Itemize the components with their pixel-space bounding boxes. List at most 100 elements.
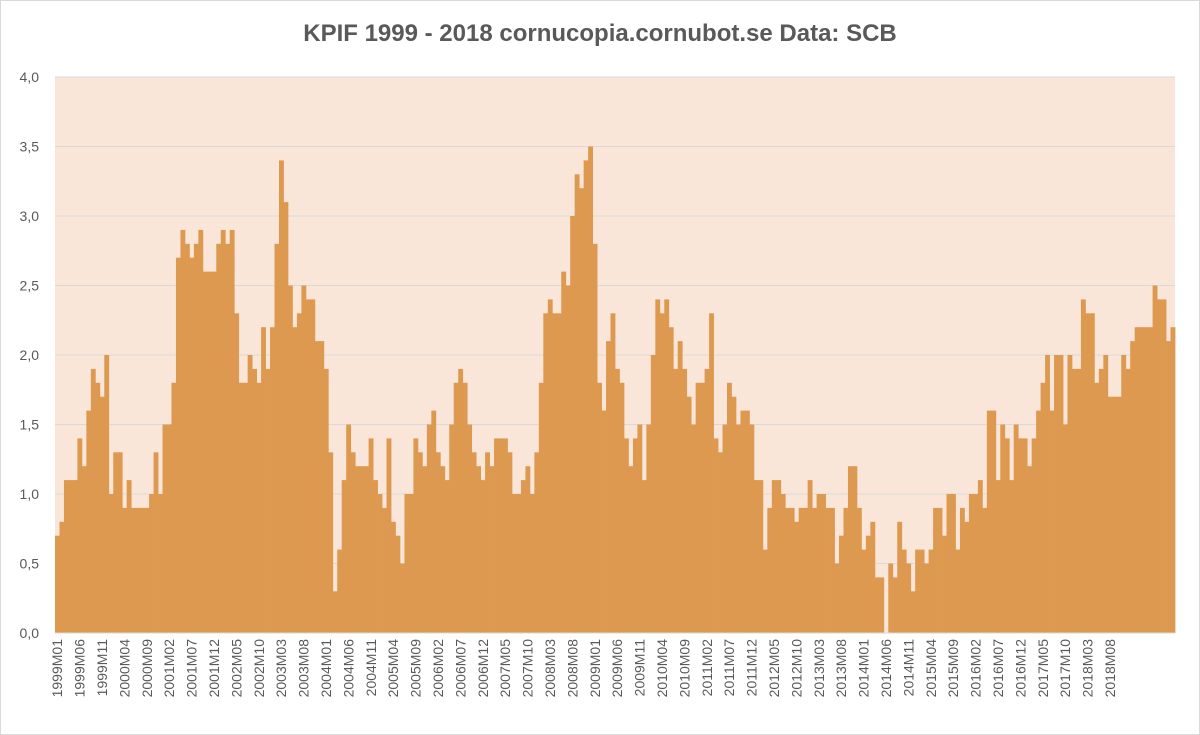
x-tick-label: 2016M02 (968, 639, 984, 698)
bar (821, 494, 826, 633)
x-tick-label: 2004M01 (318, 639, 334, 698)
x-tick-label: 2015M09 (945, 639, 961, 698)
y-tick-label: 2,0 (20, 347, 40, 363)
bar (417, 452, 423, 633)
x-tick-label: 2012M05 (766, 639, 782, 698)
bar (256, 382, 262, 633)
bar (897, 521, 903, 633)
bar (1089, 313, 1095, 633)
x-tick-label: 2005M09 (408, 639, 424, 698)
y-tick-label: 1,5 (20, 417, 40, 433)
bar (1076, 368, 1082, 633)
bar (740, 410, 746, 633)
bar (319, 341, 325, 633)
bar (516, 494, 522, 633)
x-tick-label: 2002M05 (228, 639, 244, 698)
bar (247, 355, 253, 633)
bar (610, 313, 616, 633)
bar (552, 313, 558, 633)
bar (225, 243, 231, 634)
bar (265, 368, 271, 633)
bar (104, 355, 110, 633)
bar (1107, 396, 1113, 633)
bar (673, 368, 679, 633)
bar (870, 521, 876, 633)
bar (55, 535, 60, 633)
bar (1058, 355, 1064, 633)
bar (467, 424, 473, 633)
bar (588, 146, 593, 633)
bar (1085, 313, 1091, 633)
x-tick-label: 2007M10 (520, 639, 536, 698)
bar (906, 563, 912, 633)
bar (171, 382, 177, 633)
x-tick-label: 2017M05 (1035, 639, 1051, 698)
bar (144, 507, 150, 633)
x-tick-label: 2001M12 (206, 639, 222, 698)
bar (839, 535, 844, 633)
bars (55, 146, 1176, 634)
y-axis-ticks: 0,0 0,5 1,0 1,5 2,0 2,5 3,0 3,5 4,0 (20, 69, 40, 641)
bar (762, 549, 768, 633)
bar (1161, 299, 1167, 633)
bar (816, 494, 822, 633)
bar (780, 494, 786, 633)
bar (1040, 382, 1046, 633)
bar (314, 341, 320, 633)
bar (852, 466, 858, 633)
bar (686, 396, 692, 633)
bar (812, 507, 817, 633)
bar (834, 563, 840, 633)
bar (99, 396, 105, 633)
bar (279, 160, 284, 633)
x-tick-label: 2015M04 (923, 639, 939, 698)
bar (534, 452, 540, 633)
bar (570, 216, 576, 633)
bar (964, 521, 970, 633)
bar (382, 507, 387, 633)
bar (1031, 438, 1037, 633)
y-tick-label: 1,0 (20, 486, 40, 502)
bar (592, 243, 598, 634)
bar (892, 577, 898, 633)
y-tick-label: 3,0 (20, 208, 40, 224)
x-axis-ticks: 1999M01 1999M06 1999M11 2000M04 2000M09 2001M… (49, 639, 1118, 698)
bar (718, 452, 723, 633)
bar (933, 507, 938, 633)
bar (296, 313, 302, 633)
bar (507, 452, 513, 633)
x-tick-label: 2011M02 (699, 639, 715, 697)
bar (337, 549, 343, 633)
bar (744, 410, 750, 633)
bar (1116, 396, 1122, 633)
bar (1166, 341, 1171, 633)
bar (1045, 355, 1050, 633)
bar (722, 424, 728, 633)
bar (126, 480, 132, 633)
bar (1152, 285, 1158, 633)
bar (426, 424, 432, 633)
bar (252, 368, 257, 633)
bar (359, 466, 365, 633)
bar (135, 507, 141, 633)
bar (1080, 299, 1086, 633)
bar (749, 424, 755, 633)
bar (435, 452, 441, 633)
bar (561, 271, 567, 633)
bar (825, 507, 831, 633)
x-tick-label: 2000M09 (139, 639, 155, 698)
x-tick-label: 2013M08 (833, 639, 849, 698)
bar (865, 535, 871, 633)
bar (1009, 480, 1015, 633)
bar (1004, 438, 1010, 633)
bar (520, 480, 526, 633)
bar (650, 355, 656, 633)
x-tick-label: 2010M09 (676, 639, 692, 698)
bar (982, 507, 988, 633)
bar (440, 466, 446, 633)
x-tick-label: 2003M08 (296, 639, 312, 698)
bar (1121, 355, 1127, 633)
bar (919, 549, 925, 633)
bar (220, 229, 226, 633)
y-tick-label: 0,0 (20, 625, 40, 641)
